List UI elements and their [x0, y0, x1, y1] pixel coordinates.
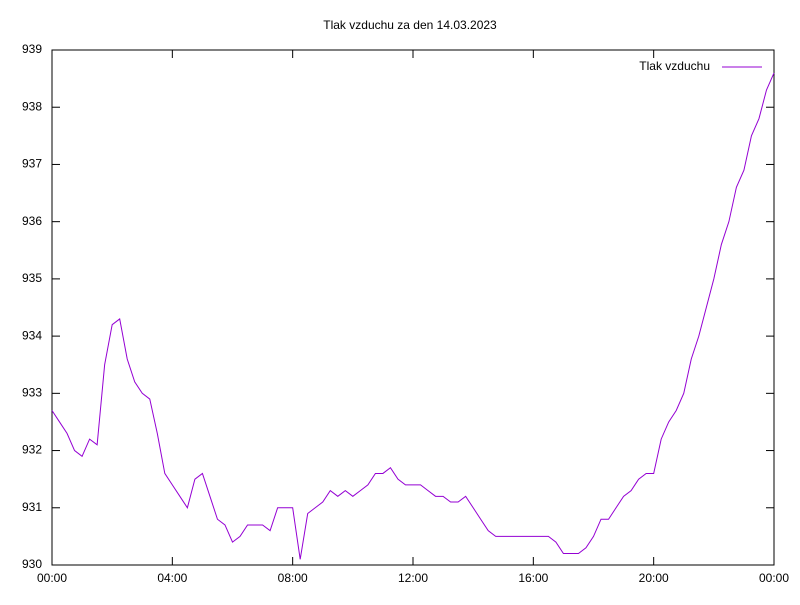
legend-label: Tlak vzduchu [639, 59, 710, 73]
y-tick-label: 934 [22, 328, 42, 342]
y-tick-label: 936 [22, 214, 42, 228]
x-tick-label: 12:00 [398, 571, 428, 585]
x-tick-label: 00:00 [759, 571, 789, 585]
y-tick-label: 937 [22, 157, 42, 171]
y-tick-label: 935 [22, 271, 42, 285]
y-tick-label: 939 [22, 42, 42, 56]
x-tick-label: 16:00 [518, 571, 548, 585]
x-tick-label: 08:00 [278, 571, 308, 585]
y-tick-label: 931 [22, 500, 42, 514]
y-tick-label: 930 [22, 557, 42, 571]
y-tick-label: 938 [22, 99, 42, 113]
x-tick-label: 04:00 [157, 571, 187, 585]
y-tick-label: 932 [22, 443, 42, 457]
x-tick-label: 20:00 [639, 571, 669, 585]
x-tick-label: 00:00 [37, 571, 67, 585]
data-line [51, 72, 775, 560]
y-tick-label: 933 [22, 386, 42, 400]
chart-title: Tlak vzduchu za den 14.03.2023 [323, 18, 497, 32]
